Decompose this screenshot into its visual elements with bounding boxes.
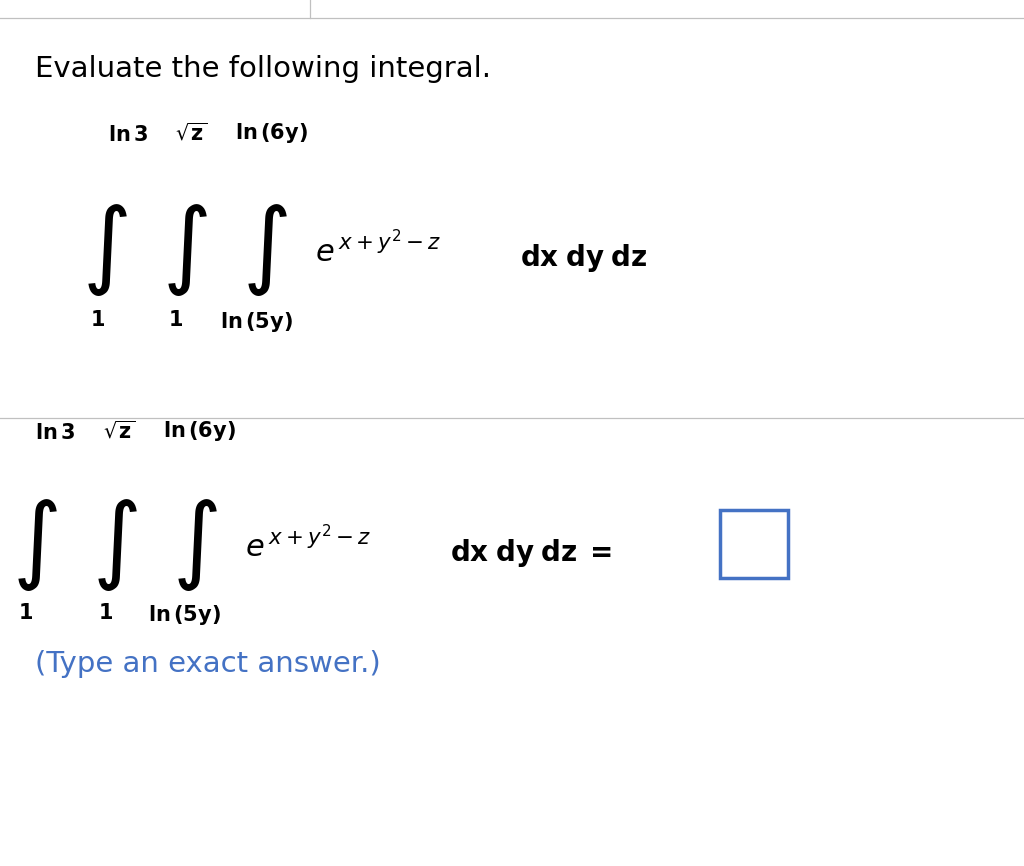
Text: $\mathbf{\sqrt{z}}$: $\mathbf{\sqrt{z}}$	[175, 123, 208, 145]
Text: $\mathbf{1}$: $\mathbf{1}$	[18, 603, 33, 623]
Text: (Type an exact answer.): (Type an exact answer.)	[35, 650, 381, 678]
Text: $e^{\,x+y^2-z}$: $e^{\,x+y^2-z}$	[245, 527, 371, 564]
Text: $\mathbf{ln\,3}$: $\mathbf{ln\,3}$	[108, 125, 148, 145]
Text: $\mathbf{ln\,(6y)}$: $\mathbf{ln\,(6y)}$	[163, 419, 236, 443]
Text: $\mathbf{ln\,3}$: $\mathbf{ln\,3}$	[35, 423, 76, 443]
Text: Evaluate the following integral.: Evaluate the following integral.	[35, 55, 490, 83]
Text: $\mathbf{dx\;dy\;dz}$: $\mathbf{dx\;dy\;dz}$	[520, 242, 647, 274]
Text: $\int$: $\int$	[172, 497, 218, 593]
Text: $\mathbf{1}$: $\mathbf{1}$	[168, 310, 183, 330]
Text: $\int$: $\int$	[12, 497, 58, 593]
Text: $\mathbf{1}$: $\mathbf{1}$	[98, 603, 113, 623]
Bar	[720, 510, 788, 578]
Text: $\mathbf{dx\;dy\;dz\;=}$: $\mathbf{dx\;dy\;dz\;=}$	[450, 537, 612, 569]
Text: $\mathbf{\sqrt{z}}$: $\mathbf{\sqrt{z}}$	[103, 421, 135, 443]
Text: $\mathbf{ln\,(6y)}$: $\mathbf{ln\,(6y)}$	[234, 121, 308, 145]
Text: $\int$: $\int$	[242, 202, 288, 298]
Text: $\int$: $\int$	[82, 202, 128, 298]
Text: $\mathbf{1}$: $\mathbf{1}$	[90, 310, 105, 330]
Text: $\mathbf{ln\,(5y)}$: $\mathbf{ln\,(5y)}$	[148, 603, 221, 627]
Text: $\mathbf{ln\,(5y)}$: $\mathbf{ln\,(5y)}$	[220, 310, 293, 334]
Text: $\int$: $\int$	[162, 202, 208, 298]
Text: $\int$: $\int$	[92, 497, 138, 593]
Text: $e^{\,x+y^2-z}$: $e^{\,x+y^2-z}$	[315, 231, 441, 268]
